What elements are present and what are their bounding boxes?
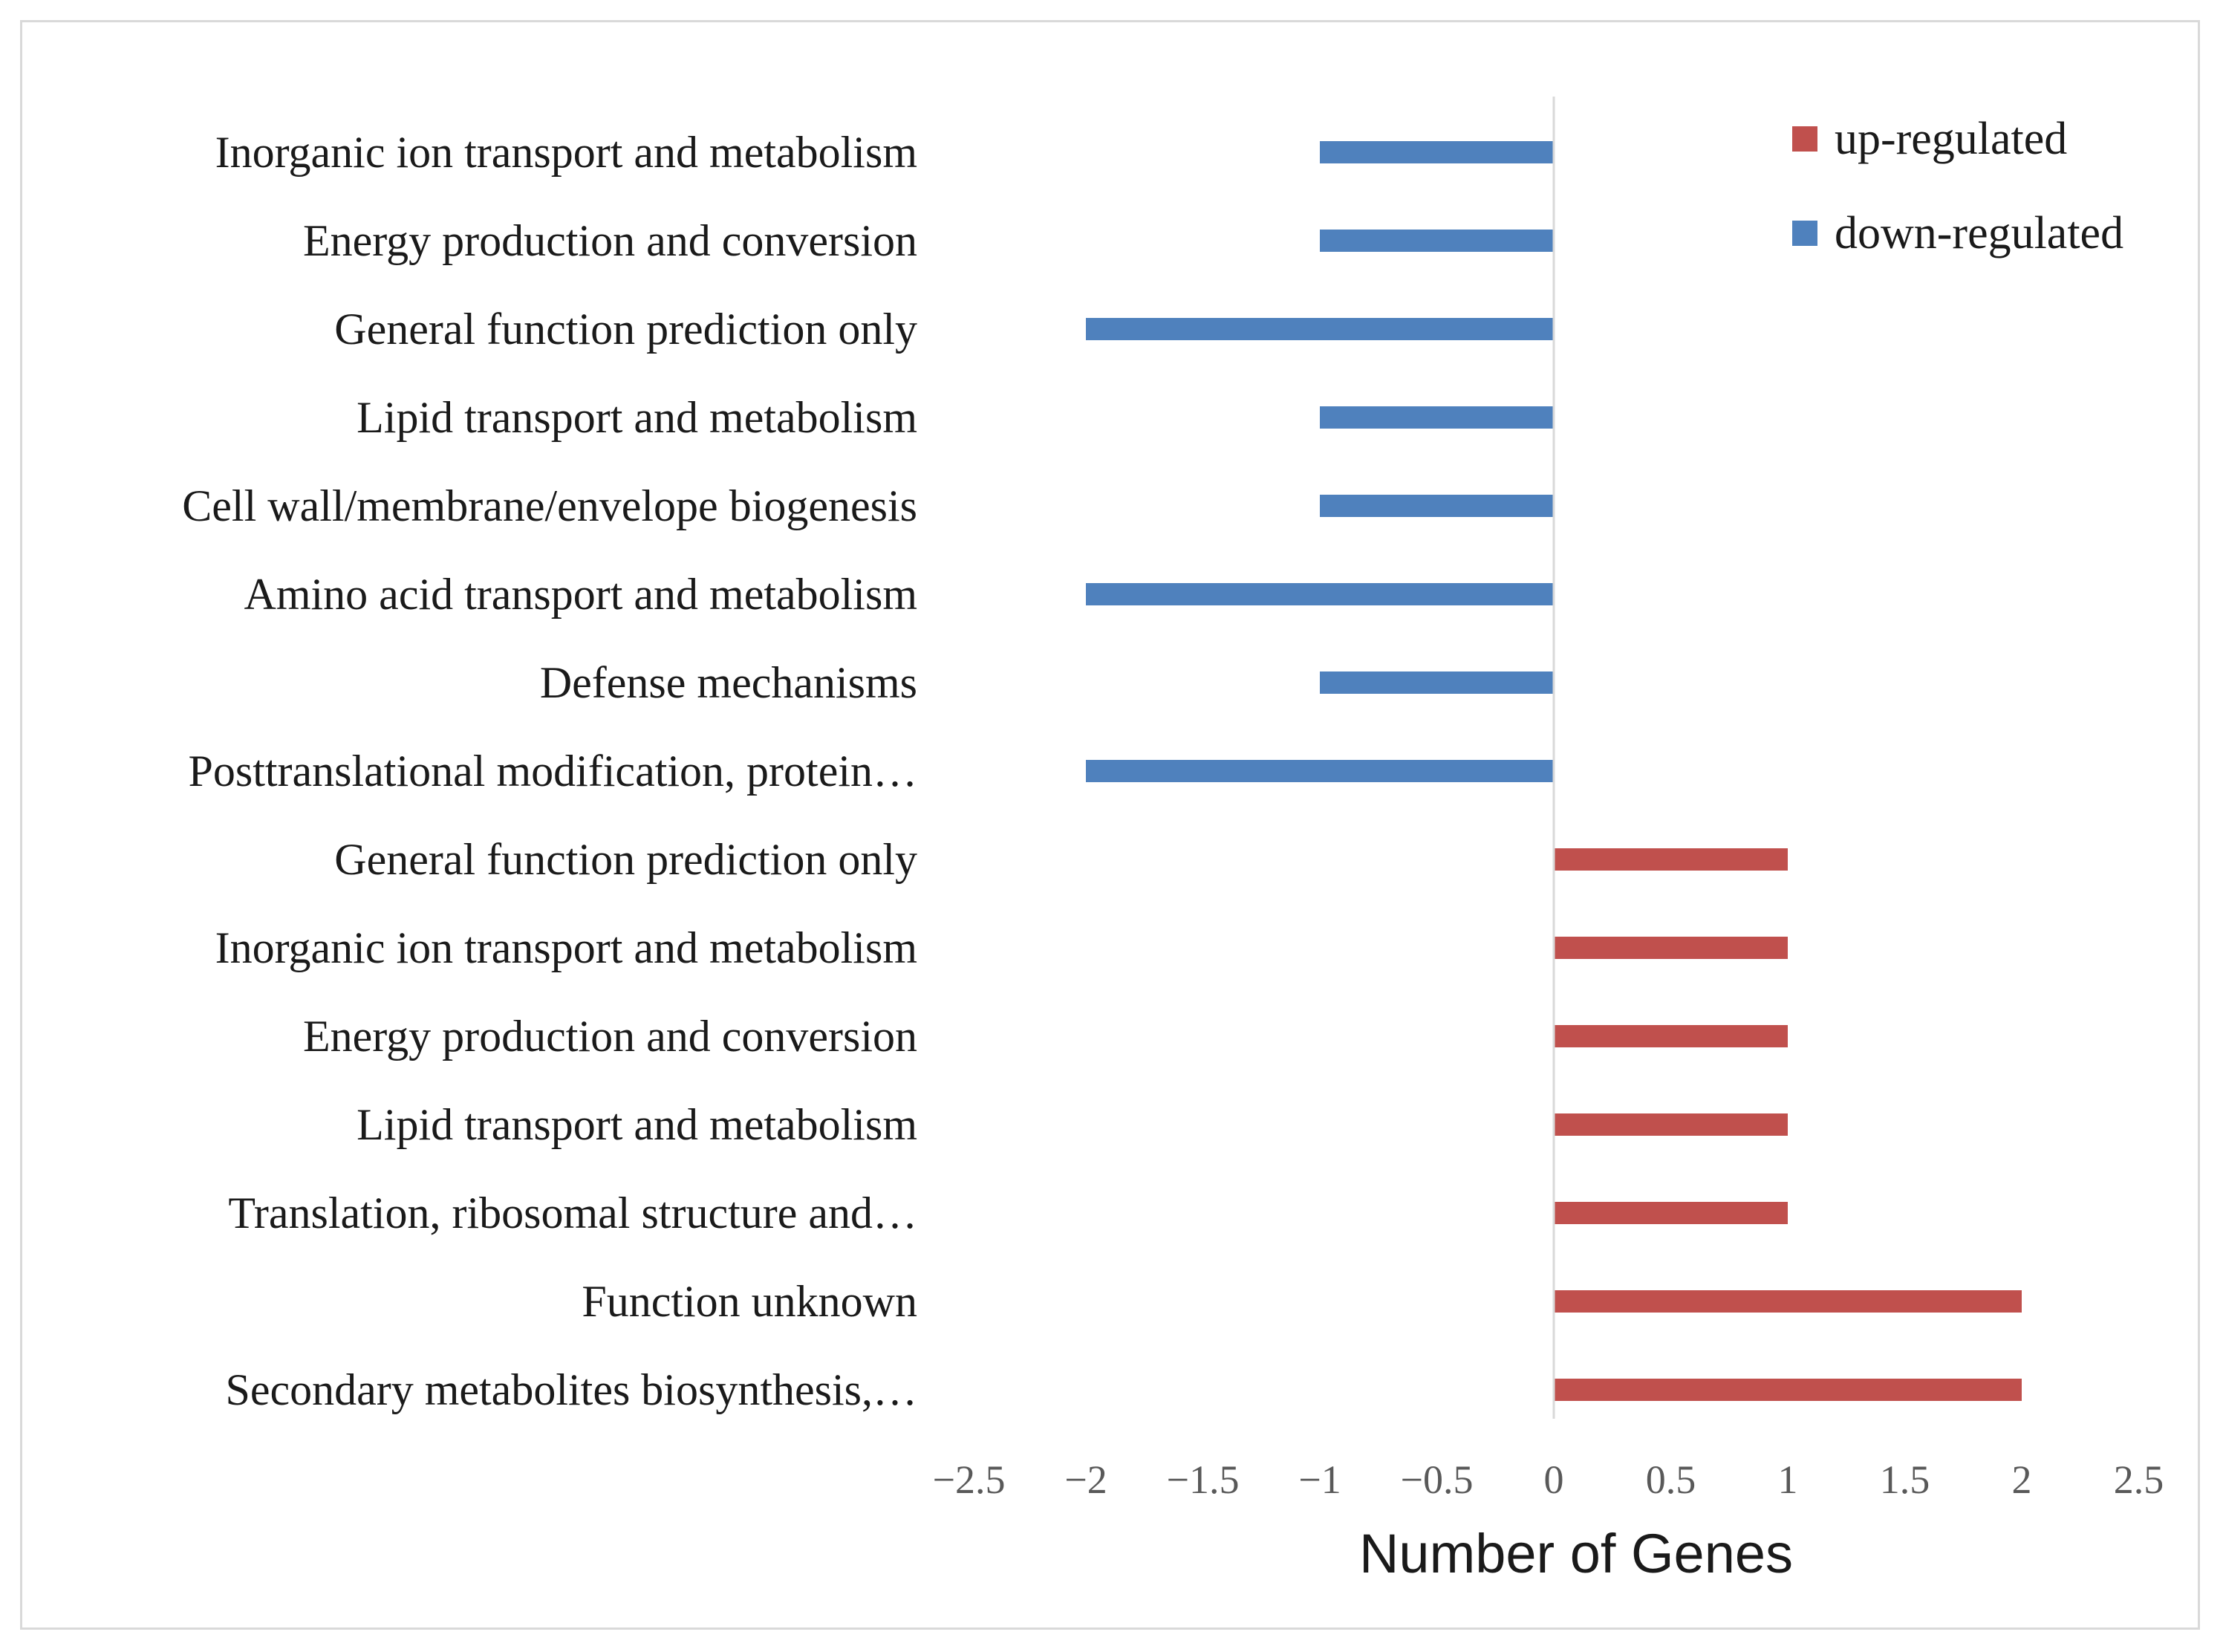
down-regulated-bar xyxy=(1086,760,1554,782)
up-regulated-bar xyxy=(1554,1290,2022,1313)
down-regulated-legend-swatch xyxy=(1792,221,1817,246)
up-regulated-bar xyxy=(1554,1113,1788,1136)
category-label: Amino acid transport and metabolism xyxy=(244,570,917,619)
category-label: Secondary metabolites biosynthesis,… xyxy=(225,1365,917,1414)
x-tick-label: −1 xyxy=(1298,1457,1341,1502)
down-regulated-bar xyxy=(1086,318,1554,340)
down-regulated-bar xyxy=(1320,406,1554,429)
category-label: General function prediction only xyxy=(334,835,917,884)
chart-frame xyxy=(20,20,2200,1630)
x-tick-label: −2.5 xyxy=(933,1457,1006,1502)
up-regulated-bar xyxy=(1554,848,1788,871)
legend: up-regulated down-regulated xyxy=(1792,114,2123,258)
category-label: Inorganic ion transport and metabolism xyxy=(215,128,917,177)
x-tick-label: 0 xyxy=(1544,1457,1564,1502)
x-tick-label: 1 xyxy=(1778,1457,1798,1502)
bars-group xyxy=(1086,141,2022,1401)
x-tick-label: −2 xyxy=(1064,1457,1107,1502)
x-tick-label: −1.5 xyxy=(1167,1457,1240,1502)
down-regulated-bar xyxy=(1320,495,1554,517)
category-label: Energy production and conversion xyxy=(303,1012,917,1061)
up-regulated-bar xyxy=(1554,937,1788,959)
legend-label: down-regulated xyxy=(1835,208,2123,258)
x-tick-labels: −2.5 −2 −1.5 −1 −0.5 0 0.5 1 1.5 2 2.5 xyxy=(933,1457,2164,1502)
x-tick-label: 0.5 xyxy=(1646,1457,1696,1502)
category-label: Lipid transport and metabolism xyxy=(357,1100,917,1149)
x-tick-label: 2.5 xyxy=(2114,1457,2164,1502)
x-axis-title: Number of Genes xyxy=(1359,1523,1793,1584)
up-regulated-legend-swatch xyxy=(1792,126,1817,152)
category-label: Lipid transport and metabolism xyxy=(357,393,917,442)
category-label: General function prediction only xyxy=(334,305,917,354)
category-label: Energy production and conversion xyxy=(303,216,917,265)
category-label: Function unknown xyxy=(582,1277,917,1326)
x-tick-label: −0.5 xyxy=(1401,1457,1474,1502)
down-regulated-bar xyxy=(1086,583,1554,605)
category-label: Cell wall/membrane/envelope biogenesis xyxy=(182,481,917,530)
x-tick-label: 1.5 xyxy=(1880,1457,1930,1502)
down-regulated-bar xyxy=(1320,671,1554,694)
x-tick-label: 2 xyxy=(2012,1457,2032,1502)
up-regulated-bar xyxy=(1554,1202,1788,1224)
category-label: Translation, ribosomal structure and… xyxy=(228,1188,917,1238)
category-label: Inorganic ion transport and metabolism xyxy=(215,923,917,972)
down-regulated-bar xyxy=(1320,141,1554,163)
category-labels: Inorganic ion transport and metabolism En… xyxy=(182,128,917,1414)
category-label: Defense mechanisms xyxy=(540,658,917,707)
up-regulated-bar xyxy=(1554,1025,1788,1047)
down-regulated-bar xyxy=(1320,230,1554,252)
legend-label: up-regulated xyxy=(1835,114,2067,164)
up-regulated-bar xyxy=(1554,1379,2022,1401)
category-label: Posttranslational modification, protein… xyxy=(188,747,917,796)
